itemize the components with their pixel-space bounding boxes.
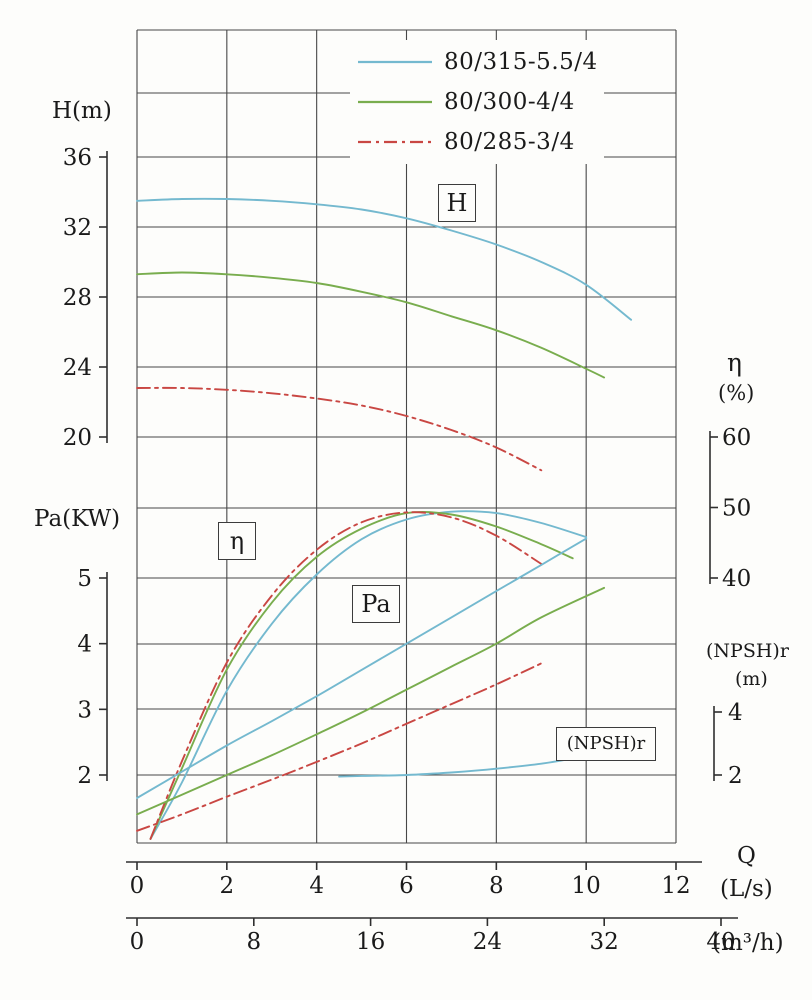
legend-label-80-285: 80/285-3/4 <box>444 129 575 155</box>
x-tick-label: 4 <box>309 873 324 899</box>
Pa-tick-label: 4 <box>77 632 92 658</box>
curve-pa-80-315-5-5-4 <box>136 537 588 799</box>
npsh-axis-title: (NPSH)r <box>706 640 789 662</box>
eta-tick-label: 40 <box>722 566 751 592</box>
curve-h-80-285-3-4 <box>136 386 543 472</box>
curve-h-80-315-5-5-4 <box>136 197 633 321</box>
legend-item-80-285: 80/285-3/4 <box>356 122 598 162</box>
H-tick-label: 28 <box>63 285 92 311</box>
h-axis-title: H(m) <box>52 98 112 124</box>
annotation-pa-box: Pa <box>352 585 400 623</box>
annotation-eta-box: η <box>218 522 256 560</box>
x2-tick-labels: 0 8 16 24 32 40 <box>130 929 736 955</box>
pa-axis-title: Pa(KW) <box>34 506 121 532</box>
annotation-npshr-box: (NPSH)r <box>556 727 656 761</box>
legend: 80/315-5.5/4 80/300-4/4 80/285-3/4 <box>350 40 604 164</box>
legend-swatch-80-315 <box>358 60 432 64</box>
x-axis-secondary <box>126 917 738 926</box>
curves <box>136 197 633 840</box>
eta-axis-title: η <box>727 348 742 377</box>
legend-item-80-300: 80/300-4/4 <box>356 82 598 122</box>
curve-eta-80-285-3-4 <box>149 511 543 840</box>
q2-axis-unit: (m³/h) <box>712 930 784 956</box>
annotation-h-box: H <box>438 184 476 222</box>
H-tick-label: 24 <box>63 355 92 381</box>
curve-h-80-300-4-4 <box>136 271 606 379</box>
x2-tick-label: 24 <box>473 929 502 955</box>
legend-swatch-80-300 <box>358 100 432 104</box>
q-axis-title: Q <box>737 843 756 869</box>
x-axis-primary <box>126 861 702 870</box>
legend-label-80-300: 80/300-4/4 <box>444 89 575 115</box>
curve-eta-80-300-4-4 <box>149 511 574 840</box>
x2-tick-label: 16 <box>356 929 385 955</box>
eta-axis-unit: (%) <box>718 381 755 405</box>
x-tick-label: 2 <box>220 873 235 899</box>
legend-label-80-315: 80/315-5.5/4 <box>444 49 598 75</box>
x-tick-label: 8 <box>489 873 504 899</box>
H-tick-label: 20 <box>63 425 92 451</box>
Pa-tick-label: 5 <box>77 566 92 592</box>
curve-pa-80-285-3-4 <box>136 662 543 832</box>
x-tick-label: 10 <box>572 873 601 899</box>
x2-tick-label: 8 <box>246 929 261 955</box>
axis-brackets <box>99 151 722 781</box>
curve-eta-80-315-5-5-4 <box>149 510 588 840</box>
eta-tick-label: 50 <box>722 496 751 522</box>
npsh-tick-label: 4 <box>728 700 743 726</box>
legend-item-80-315: 80/315-5.5/4 <box>356 42 598 82</box>
x-tick-labels: 0 2 4 6 8 10 12 <box>130 873 691 899</box>
x2-tick-label: 32 <box>590 929 619 955</box>
x-tick-label: 6 <box>399 873 414 899</box>
curve-npshr-80-315-5-5-4 <box>338 756 579 778</box>
H-tick-label: 36 <box>63 145 92 171</box>
H-tick-label: 32 <box>63 215 92 241</box>
x-tick-label: 0 <box>130 873 145 899</box>
Pa-tick-label: 2 <box>77 763 92 789</box>
npsh-axis-unit: (m) <box>735 668 768 690</box>
grid <box>136 29 677 844</box>
x2-tick-label: 40 <box>706 929 735 955</box>
eta-tick-label: 60 <box>722 425 751 451</box>
legend-swatch-80-285 <box>358 140 432 144</box>
Pa-tick-label: 3 <box>77 697 92 723</box>
q-axis-unit: (L/s) <box>720 876 773 902</box>
x-tick-label: 12 <box>661 873 690 899</box>
npsh-tick-label: 2 <box>728 763 743 789</box>
x2-tick-label: 0 <box>130 929 145 955</box>
curve-pa-80-300-4-4 <box>136 586 606 816</box>
